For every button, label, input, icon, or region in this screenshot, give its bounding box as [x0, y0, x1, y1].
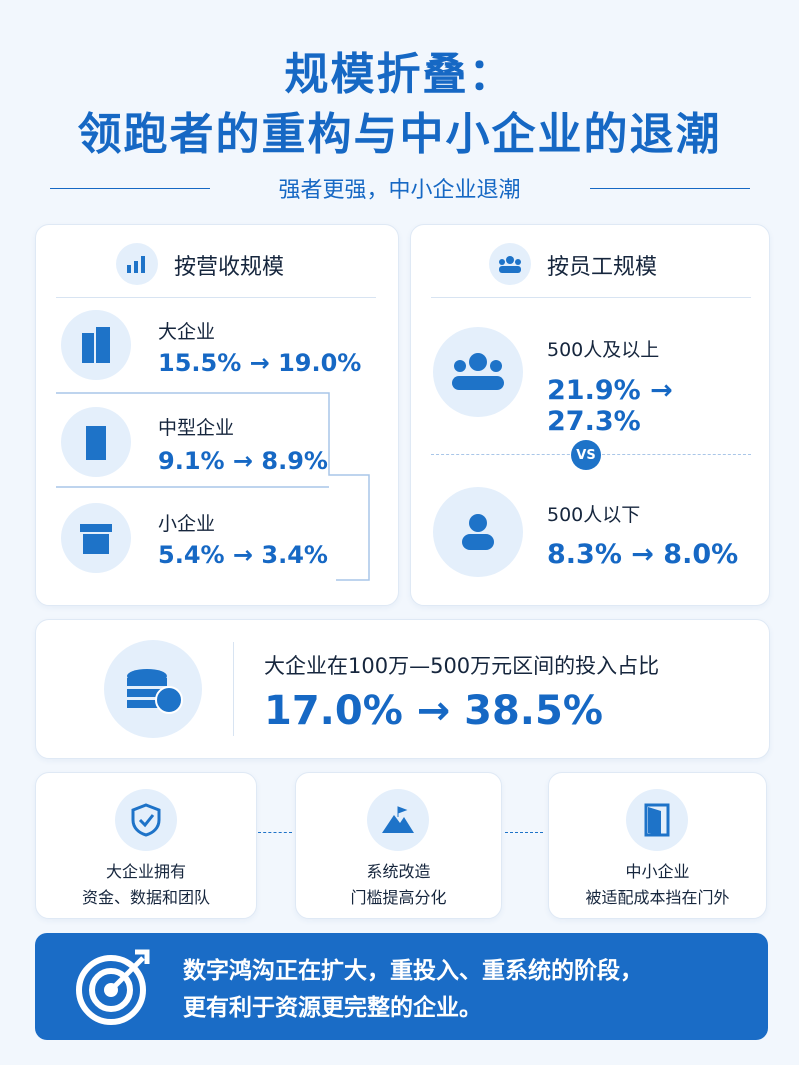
- employees-card: 按员工规模 500人及以上 21.9% → 27.3% VS 500人以下 8.…: [410, 224, 770, 606]
- flow-card: 中小企业被适配成本挡在门外: [548, 772, 767, 919]
- connector: [56, 392, 370, 581]
- icon: [104, 640, 202, 738]
- subtitle: 强者更强，中小企业退潮: [278, 178, 521, 203]
- icon: [61, 503, 131, 573]
- arrow: [258, 832, 292, 833]
- icon: [433, 327, 523, 417]
- heading: 按营收规模: [174, 255, 285, 280]
- icon: [433, 487, 523, 577]
- change: 5.4% → 3.4%: [158, 541, 328, 569]
- flow-text: 系统改造: [366, 862, 431, 881]
- label: 大企业: [158, 321, 216, 343]
- flow-card: 系统改造门槛提高分化: [295, 772, 502, 919]
- label: 大企业在100万—500万元区间的投入占比: [264, 654, 660, 678]
- conclusion-banner: 数字鸿沟正在扩大，重投入、重系统的阶段， 更有利于资源更完整的企业。: [35, 933, 768, 1040]
- label: 500人及以上: [547, 339, 660, 361]
- divider: [56, 297, 376, 298]
- title: 规模折叠：: [284, 49, 515, 100]
- divider: [590, 188, 750, 189]
- icon: [61, 310, 131, 380]
- heading: 按员工规模: [547, 255, 658, 280]
- flow-text: 大企业拥有: [105, 862, 186, 881]
- vs-badge: VS: [571, 440, 601, 470]
- change: 17.0% → 38.5%: [264, 688, 603, 734]
- icon: [61, 407, 131, 477]
- divider: [50, 188, 210, 189]
- investment-card: 大企业在100万—500万元区间的投入占比 17.0% → 38.5%: [35, 619, 770, 759]
- change: 15.5% → 19.0%: [158, 349, 362, 377]
- flow-text: 被适配成本挡在门外: [585, 888, 730, 907]
- label: 500人以下: [547, 504, 641, 526]
- flow-text: 资金、数据和团队: [81, 888, 210, 907]
- change: 8.3% → 8.0%: [547, 539, 739, 570]
- icon: [116, 243, 158, 285]
- conclusion-text: 更有利于资源更完整的企业。: [183, 995, 482, 1021]
- label: 中型企业: [158, 417, 235, 439]
- change: 9.1% → 8.9%: [158, 447, 328, 475]
- icon: [489, 243, 531, 285]
- icon: [367, 789, 429, 851]
- flow-card: 大企业拥有资金、数据和团队: [35, 772, 257, 919]
- label: 小企业: [158, 513, 216, 535]
- flow-text: 门槛提高分化: [350, 888, 447, 907]
- divider: [431, 297, 751, 298]
- icon: [115, 789, 177, 851]
- revenue-card: 按营收规模 大企业 15.5% → 19.0% 中型企业 9.1% → 8.9%…: [35, 224, 399, 606]
- conclusion-text: 数字鸿沟正在扩大，重投入、重系统的阶段，: [183, 958, 643, 984]
- title: 领跑者的重构与中小企业的退潮: [77, 109, 722, 160]
- flow-text: 中小企业: [625, 862, 690, 881]
- icon: [76, 949, 150, 1025]
- icon: [626, 789, 688, 851]
- arrow: [505, 832, 543, 833]
- divider: [233, 642, 234, 736]
- change: 21.9% → 27.3%: [547, 375, 673, 437]
